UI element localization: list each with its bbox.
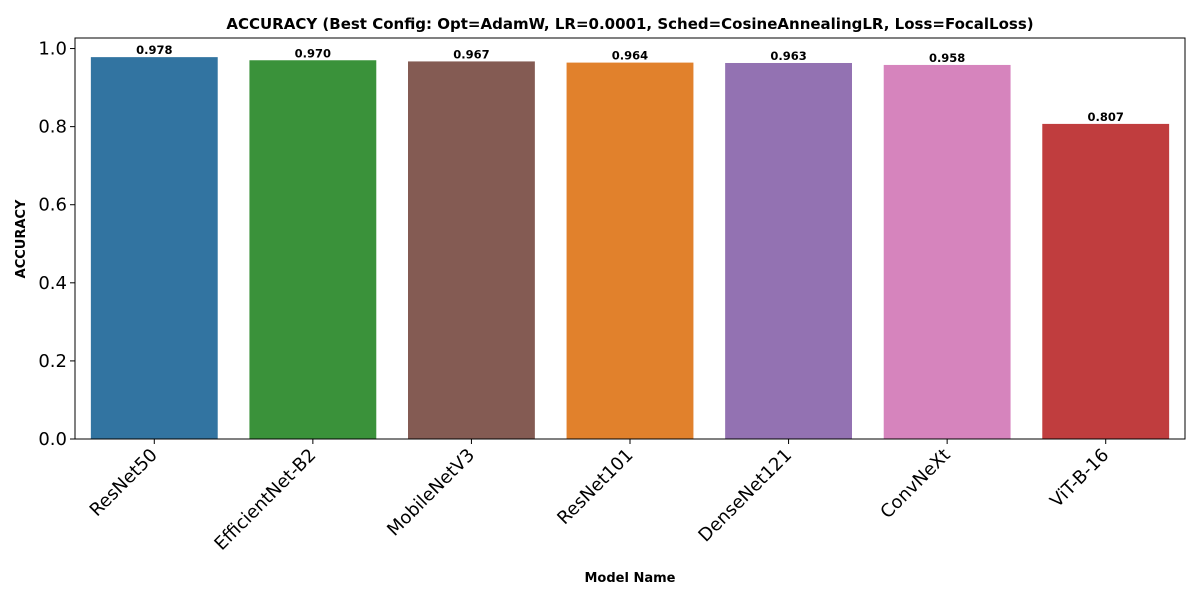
x-tick-label: ResNet101	[553, 445, 637, 529]
bar-vit-b-16	[1042, 123, 1170, 439]
bar-value-label: 0.958	[929, 51, 965, 65]
y-axis-label: ACCURACY	[14, 199, 29, 278]
y-tick-label: 0.2	[38, 351, 67, 372]
value-labels-layer: 0.978 0.970 0.967 0.964 0.963 0.958 0.807	[136, 43, 1124, 124]
bar-value-label: 0.807	[1088, 110, 1124, 124]
x-ticks-layer: ResNet50 EfficientNet-B2 MobileNetV3 ResNet…	[86, 439, 1113, 555]
chart-title: ACCURACY (Best Config: Opt=AdamW, LR=0.0…	[226, 15, 1033, 33]
bars-layer	[90, 57, 1170, 440]
y-tick-label: 1.0	[38, 39, 67, 60]
x-tick-label: MobileNetV3	[383, 445, 479, 541]
x-tick-label: ConvNeXt	[876, 445, 954, 523]
y-tick-label: 0.8	[38, 117, 67, 138]
bar-value-label: 0.967	[453, 47, 489, 61]
y-ticks-layer: 0.0 0.2 0.4 0.6 0.8 1.0	[38, 39, 75, 450]
y-tick-label: 0.6	[38, 195, 67, 216]
x-tick-label: ResNet50	[86, 445, 162, 521]
bar-value-label: 0.978	[136, 43, 172, 57]
bar-mobilenetv3	[408, 61, 535, 439]
bar-value-label: 0.963	[770, 49, 806, 63]
bar-value-label: 0.970	[295, 46, 331, 60]
x-tick-label: ViT-B-16	[1046, 445, 1113, 512]
y-tick-label: 0.0	[38, 429, 67, 450]
bar-resnet50	[90, 57, 218, 440]
x-tick-label: EfficientNet-B2	[210, 445, 320, 555]
bar-resnet101	[566, 62, 694, 440]
bar-efficientnet-b2	[249, 60, 377, 440]
bar-convnext	[883, 64, 1011, 439]
y-tick-label: 0.4	[38, 273, 67, 294]
x-axis-label: Model Name	[585, 571, 676, 586]
x-tick-label: DenseNet121	[694, 445, 796, 547]
bar-value-label: 0.964	[612, 49, 648, 63]
bar-densenet121	[725, 62, 852, 439]
